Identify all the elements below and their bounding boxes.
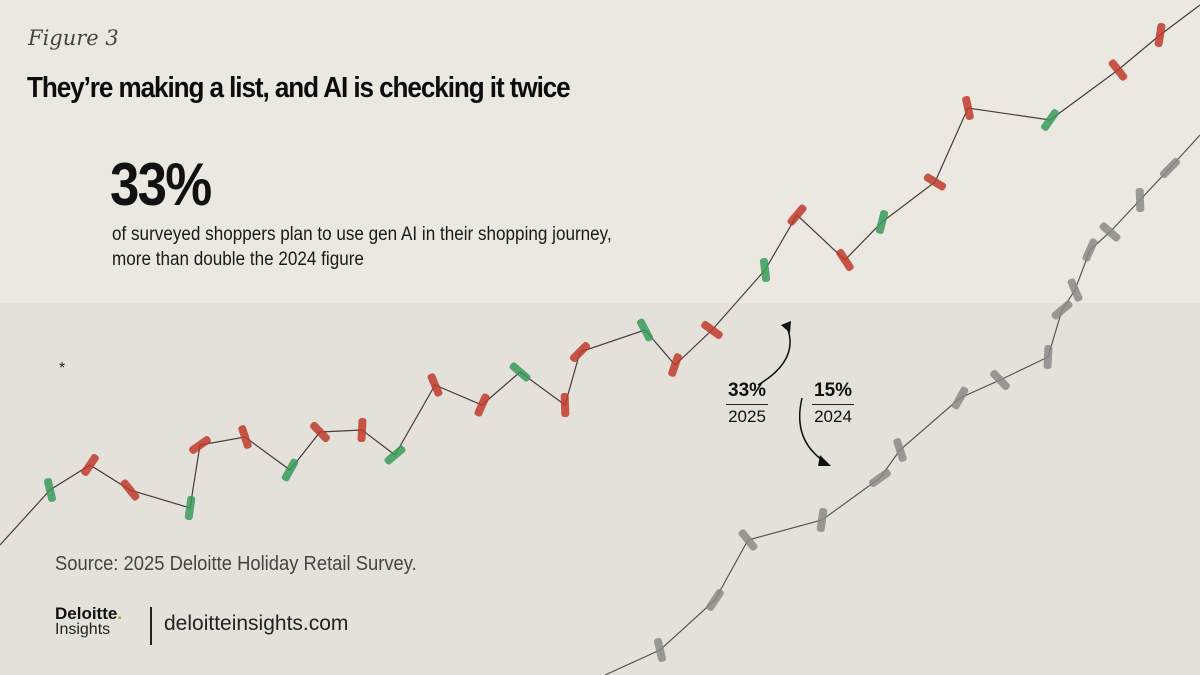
arrow-head-down xyxy=(818,455,831,466)
page-title: They’re making a list, and AI is checkin… xyxy=(27,72,571,104)
light-bulb xyxy=(189,436,211,454)
light-bulb xyxy=(951,386,969,410)
light-bulb xyxy=(1099,222,1121,242)
logo-dot: . xyxy=(117,604,123,623)
figure-label: Figure 3 xyxy=(28,26,119,50)
light-bulb xyxy=(1135,187,1145,213)
light-bulb xyxy=(893,438,907,462)
light-bulb xyxy=(1041,109,1059,131)
stat-2024-year: 2024 xyxy=(814,407,852,426)
light-bulb xyxy=(990,369,1010,391)
light-bulb xyxy=(120,479,140,501)
headline-description: of surveyed shoppers plan to use gen AI … xyxy=(112,224,612,270)
light-bulb xyxy=(636,318,654,342)
light-bulb xyxy=(560,392,570,418)
arrow-down-2024 xyxy=(798,397,826,463)
light-bulb xyxy=(1082,238,1098,262)
logo-brand: Deloitte xyxy=(55,604,118,623)
light-bulb xyxy=(569,341,591,363)
stat-2025-value: 33% xyxy=(726,380,769,405)
light-bulb xyxy=(738,529,758,551)
stat-2024: 15% 2024 xyxy=(812,380,855,427)
light-bulb xyxy=(706,588,724,612)
gray-lights-wire xyxy=(604,134,1200,675)
deloitte-insights-logo: Deloitte. Insights xyxy=(55,604,123,638)
light-bulb xyxy=(281,458,299,482)
source-note: Source: 2025 Deloitte Holiday Retail Sur… xyxy=(55,553,417,575)
light-bulb xyxy=(509,362,531,382)
light-bulb xyxy=(759,257,771,283)
website-link[interactable]: deloitteinsights.com xyxy=(164,612,349,635)
light-bulb xyxy=(1108,59,1128,81)
light-bulb xyxy=(1067,278,1083,302)
light-bulb xyxy=(668,353,682,377)
stat-2025: 33% 2025 xyxy=(726,380,769,427)
stat-2025-year: 2025 xyxy=(728,407,766,426)
divider xyxy=(150,607,152,645)
light-bulb xyxy=(384,445,406,465)
light-bulb xyxy=(474,393,490,417)
light-bulb xyxy=(357,417,367,443)
header-band xyxy=(0,0,1200,303)
light-bulb xyxy=(310,421,330,443)
stat-2024-value: 15% xyxy=(812,380,855,405)
light-bulb xyxy=(701,320,723,340)
arrow-head-up xyxy=(781,321,791,333)
light-bulb xyxy=(238,425,252,449)
light-bulb xyxy=(1154,22,1166,48)
light-bulb xyxy=(787,204,807,226)
light-bulb xyxy=(1051,300,1073,320)
light-bulb xyxy=(836,248,854,272)
light-bulb xyxy=(923,173,947,191)
light-bulb xyxy=(869,469,891,487)
light-bulb xyxy=(654,638,666,662)
light-bulb xyxy=(427,373,443,397)
light-bulb xyxy=(44,478,56,502)
headline-stat: 33% xyxy=(110,151,212,218)
logo-sub: Insights xyxy=(55,621,111,638)
light-bulb xyxy=(816,507,828,533)
light-bulb xyxy=(1159,157,1181,179)
arrow-up-2025 xyxy=(757,326,791,386)
light-bulb xyxy=(81,453,99,477)
light-bulb xyxy=(1043,344,1053,370)
footnote-marker: * xyxy=(59,360,66,377)
light-bulb xyxy=(962,95,974,121)
light-bulb xyxy=(875,210,889,234)
light-bulb xyxy=(184,495,196,521)
